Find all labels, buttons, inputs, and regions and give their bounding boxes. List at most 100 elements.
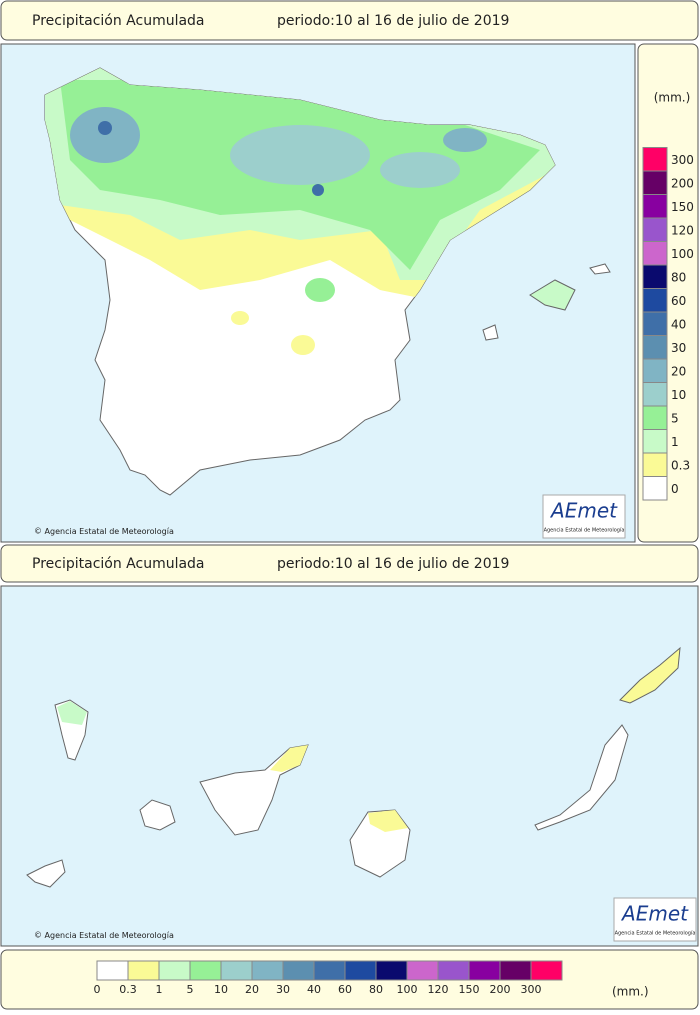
legend-swatch	[406, 960, 439, 981]
legend-swatch	[642, 170, 668, 195]
header-period: periodo:10 al 16 de julio de 2019	[277, 13, 509, 29]
ibiza	[482, 324, 499, 341]
logo: AEmet	[549, 499, 618, 523]
la-gomera	[139, 799, 176, 831]
logo: AEmet	[620, 902, 689, 926]
legend-swatch	[642, 476, 668, 501]
area-0-3	[368, 810, 408, 832]
legend-swatch	[468, 960, 501, 981]
area-1	[57, 701, 87, 725]
legend-label: 300	[521, 983, 542, 996]
legend-label: 100	[671, 247, 694, 261]
header-box	[0, 544, 699, 583]
legend-swatch	[642, 335, 668, 360]
legend-label: 300	[671, 153, 694, 167]
legend-label: 200	[671, 176, 694, 190]
legend-label: 0	[94, 983, 101, 996]
mallorca	[529, 279, 576, 311]
legend-swatch	[642, 382, 668, 407]
legend-label: 0.3	[119, 983, 137, 996]
legend-label: 1	[156, 983, 163, 996]
area-20	[443, 128, 487, 152]
legend-label: 5	[671, 411, 679, 425]
legend-label: 120	[428, 983, 449, 996]
legend-swatch	[642, 429, 668, 454]
legend-unit: (mm.)	[612, 985, 649, 999]
legend-swatch	[530, 960, 563, 981]
legend-label: 150	[671, 200, 694, 214]
legend-label: 120	[671, 223, 694, 237]
area-0-3	[291, 335, 315, 355]
legend-label: 80	[671, 270, 686, 284]
legend-swatch	[642, 452, 668, 477]
logo-box	[613, 897, 697, 942]
copyright-text: Agencia Estatal de Meteorología	[45, 527, 174, 536]
logo-subtitle: Agencia Estatal de Meteorología	[615, 930, 696, 937]
lanzarote	[619, 646, 681, 704]
legend-label: 0	[671, 482, 679, 496]
legend-label: 30	[276, 983, 290, 996]
area-40	[312, 184, 324, 196]
bottom-legend: 0 0.3 1 5 10 20 30 40 60 80 100 120 150 200 300	[94, 960, 563, 996]
legend-swatch	[344, 960, 377, 981]
legend-label: 100	[397, 983, 418, 996]
copyright-text: Agencia Estatal de Meteorología	[45, 931, 174, 940]
legend-swatch	[499, 960, 532, 981]
precipitation-field	[45, 68, 555, 302]
header-title: Precipitación Acumulada	[32, 556, 205, 572]
legend-label: 30	[671, 341, 686, 355]
logo-subtitle: Agencia Estatal de Meteorología	[544, 527, 625, 534]
el-hierro	[26, 859, 66, 888]
legend-swatch	[642, 358, 668, 383]
legend-swatch	[437, 960, 470, 981]
legend-label: 40	[307, 983, 321, 996]
legend-unit: (mm.)	[654, 91, 691, 105]
legend-swatch	[642, 147, 668, 172]
logo-box	[542, 494, 626, 539]
legend-label: 80	[369, 983, 383, 996]
legend-swatch	[642, 264, 668, 289]
header-period: periodo:10 al 16 de julio de 2019	[277, 556, 509, 572]
legend-label: 20	[671, 364, 686, 378]
legend-swatch	[251, 960, 284, 981]
legend-label: 0.3	[671, 458, 690, 472]
legend-swatch	[642, 405, 668, 430]
area-10	[380, 152, 460, 188]
legend-label: 10	[671, 388, 686, 402]
area-0-3	[231, 311, 249, 325]
legend-swatch	[189, 960, 222, 981]
legend-swatch	[642, 288, 668, 313]
legend-label: 20	[245, 983, 259, 996]
area-0-3	[270, 745, 308, 772]
legend-label: 5	[187, 983, 194, 996]
header-box	[0, 0, 699, 41]
legend-label: 60	[338, 983, 352, 996]
header-title: Precipitación Acumulada	[32, 13, 205, 29]
area-10	[230, 125, 370, 185]
legend-swatch	[642, 311, 668, 336]
legend-swatch	[282, 960, 315, 981]
legend-label: 150	[459, 983, 480, 996]
side-legend: 0 0.3 1 5 10 20 30 40 60 80 100 120 150 200 300	[642, 147, 694, 501]
legend-swatch	[220, 960, 253, 981]
legend-label: 60	[671, 294, 686, 308]
copyright: © Agencia Estatal de Meteorología	[34, 527, 174, 536]
fuerteventura	[534, 724, 629, 831]
copyright: © Agencia Estatal de Meteorología	[34, 931, 174, 940]
legend-label: 200	[490, 983, 511, 996]
legend-label: 40	[671, 317, 686, 331]
legend-swatch	[313, 960, 346, 981]
legend-swatch	[642, 241, 668, 266]
legend-swatch	[642, 217, 668, 242]
area-5	[305, 278, 335, 302]
menorca	[589, 263, 611, 275]
legend-swatch	[96, 960, 129, 981]
legend-swatch	[127, 960, 160, 981]
legend-label: 10	[214, 983, 228, 996]
area-40	[98, 121, 112, 135]
legend-swatch	[642, 194, 668, 219]
legend-label: 1	[671, 435, 679, 449]
legend-swatch	[158, 960, 191, 981]
